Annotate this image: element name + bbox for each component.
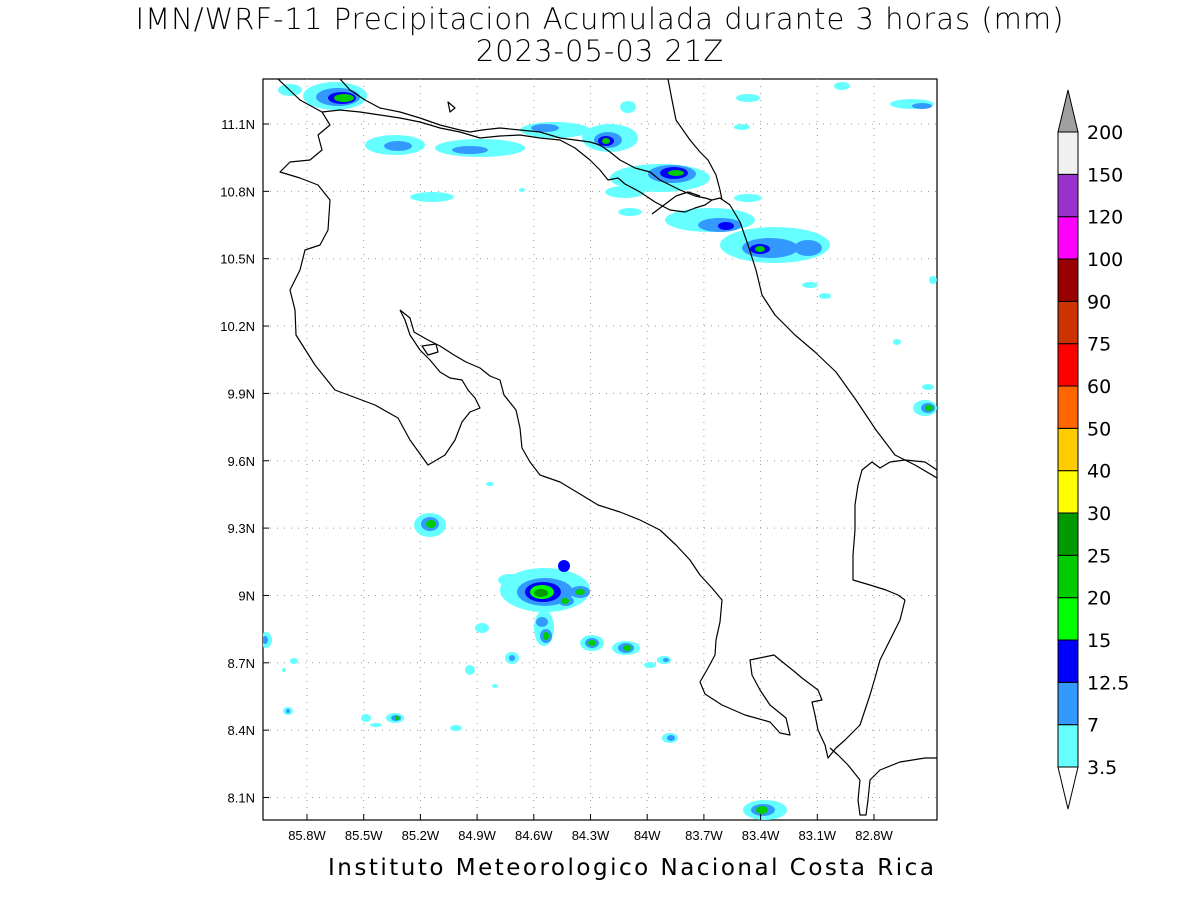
- rain-cell: [665, 194, 831, 299]
- lon-tick-label: 84W: [634, 828, 661, 843]
- colorbar-swatch: [1057, 427, 1079, 472]
- colorbar-swatch: [1057, 258, 1079, 302]
- colorbar-label: 120: [1087, 207, 1123, 229]
- lat-tick-label: 9N: [238, 588, 255, 603]
- rain-cell: [743, 800, 787, 820]
- lat-tick-label: 9.9N: [228, 386, 255, 401]
- lon-tick-label: 85.8W: [288, 828, 326, 843]
- lon-tick-label: 84.3W: [572, 828, 610, 843]
- colorbar-swatch: [1057, 681, 1079, 726]
- rain-cell: [365, 122, 590, 157]
- colorbar-swatch: [1057, 343, 1079, 387]
- colorbar-label: 75: [1087, 334, 1111, 356]
- coastlines-and-borders: [277, 79, 937, 816]
- colorbar-swatch: [1057, 385, 1079, 429]
- colorbar-label: 15: [1087, 630, 1111, 652]
- lat-tick-label: 8.7N: [228, 656, 255, 671]
- rain-cell: [498, 560, 590, 612]
- colorbar-label: 3.5: [1087, 757, 1117, 779]
- colorbar-label: 60: [1087, 376, 1111, 398]
- lat-tick-label: 8.4N: [228, 723, 255, 738]
- rain-cell: [465, 610, 678, 743]
- colorbar-swatch: [1057, 131, 1079, 175]
- lat-tick-label: 8.1N: [228, 791, 255, 806]
- colorbar-swatch: [1057, 470, 1079, 514]
- precipitation-colorbar: 3.5 7 12.5 15 20 25 30 40 50 60 75 90 100 120 150 200: [1057, 89, 1129, 810]
- colorbar-swatch: [1057, 554, 1079, 599]
- lon-tick-label: 82.8W: [855, 828, 893, 843]
- colorbar-swatch: [1057, 724, 1079, 768]
- lon-tick-label: 85.2W: [402, 828, 440, 843]
- latitude-axis: 11.1N 10.8N 10.5N 10.2N 9.9N 9.6N 9.3N 9N 8.7N 8.…: [220, 117, 269, 806]
- precipitation-field: [263, 82, 937, 820]
- lat-tick-label: 10.2N: [220, 319, 255, 334]
- footer-credit: Instituto Meteorologico Nacional Costa R…: [328, 855, 937, 881]
- lon-tick-label: 85.5W: [345, 828, 383, 843]
- map-gridlines: [263, 79, 937, 820]
- colorbar-swatch: [1057, 512, 1079, 556]
- colorbar-label: 25: [1087, 545, 1111, 567]
- colorbar-max-arrow: [1057, 89, 1079, 133]
- colorbar-label: 12.5: [1087, 672, 1129, 694]
- longitude-axis: 85.8W 85.5W 85.2W 84.9W 84.6W 84.3W 84W 83.7W 83…: [288, 814, 894, 843]
- colorbar-swatch: [1057, 173, 1079, 218]
- lat-tick-label: 9.6N: [228, 454, 255, 469]
- colorbar-swatch: [1057, 216, 1079, 260]
- colorbar-swatch: [1057, 639, 1079, 683]
- colorbar-min-arrow: [1057, 766, 1079, 810]
- lat-tick-label: 10.5N: [220, 252, 255, 267]
- map-subtitle: 2023-05-03 21Z: [475, 34, 725, 68]
- map-frame: [262, 78, 938, 821]
- colorbar-label: 7: [1087, 715, 1099, 737]
- rain-cell: [263, 632, 462, 731]
- lon-tick-label: 83.7W: [685, 828, 723, 843]
- map-title: IMN/WRF-11 Precipitacion Acumulada duran…: [135, 2, 1065, 36]
- colorbar-label: 90: [1087, 291, 1111, 313]
- rain-cell: [893, 276, 937, 416]
- lon-tick-label: 83.1W: [799, 828, 837, 843]
- lat-tick-label: 11.1N: [221, 117, 255, 132]
- colorbar-swatch: [1057, 597, 1079, 641]
- lon-tick-label: 84.9W: [458, 828, 496, 843]
- rain-cell: [410, 82, 934, 202]
- colorbar-label: 100: [1087, 249, 1123, 271]
- colorbar-label: 150: [1087, 164, 1123, 186]
- colorbar-label: 20: [1087, 588, 1111, 610]
- colorbar-label: 30: [1087, 503, 1111, 525]
- lat-tick-label: 9.3N: [228, 521, 255, 536]
- colorbar-label: 200: [1087, 122, 1123, 144]
- colorbar-swatch: [1057, 300, 1079, 345]
- lat-tick-label: 10.8N: [220, 184, 255, 199]
- rain-cell: [582, 101, 638, 152]
- rain-cell: [414, 482, 494, 537]
- lon-tick-label: 83.4W: [742, 828, 780, 843]
- lon-tick-label: 84.6W: [515, 828, 553, 843]
- colorbar-label: 50: [1087, 418, 1111, 440]
- colorbar-label: 40: [1087, 461, 1111, 483]
